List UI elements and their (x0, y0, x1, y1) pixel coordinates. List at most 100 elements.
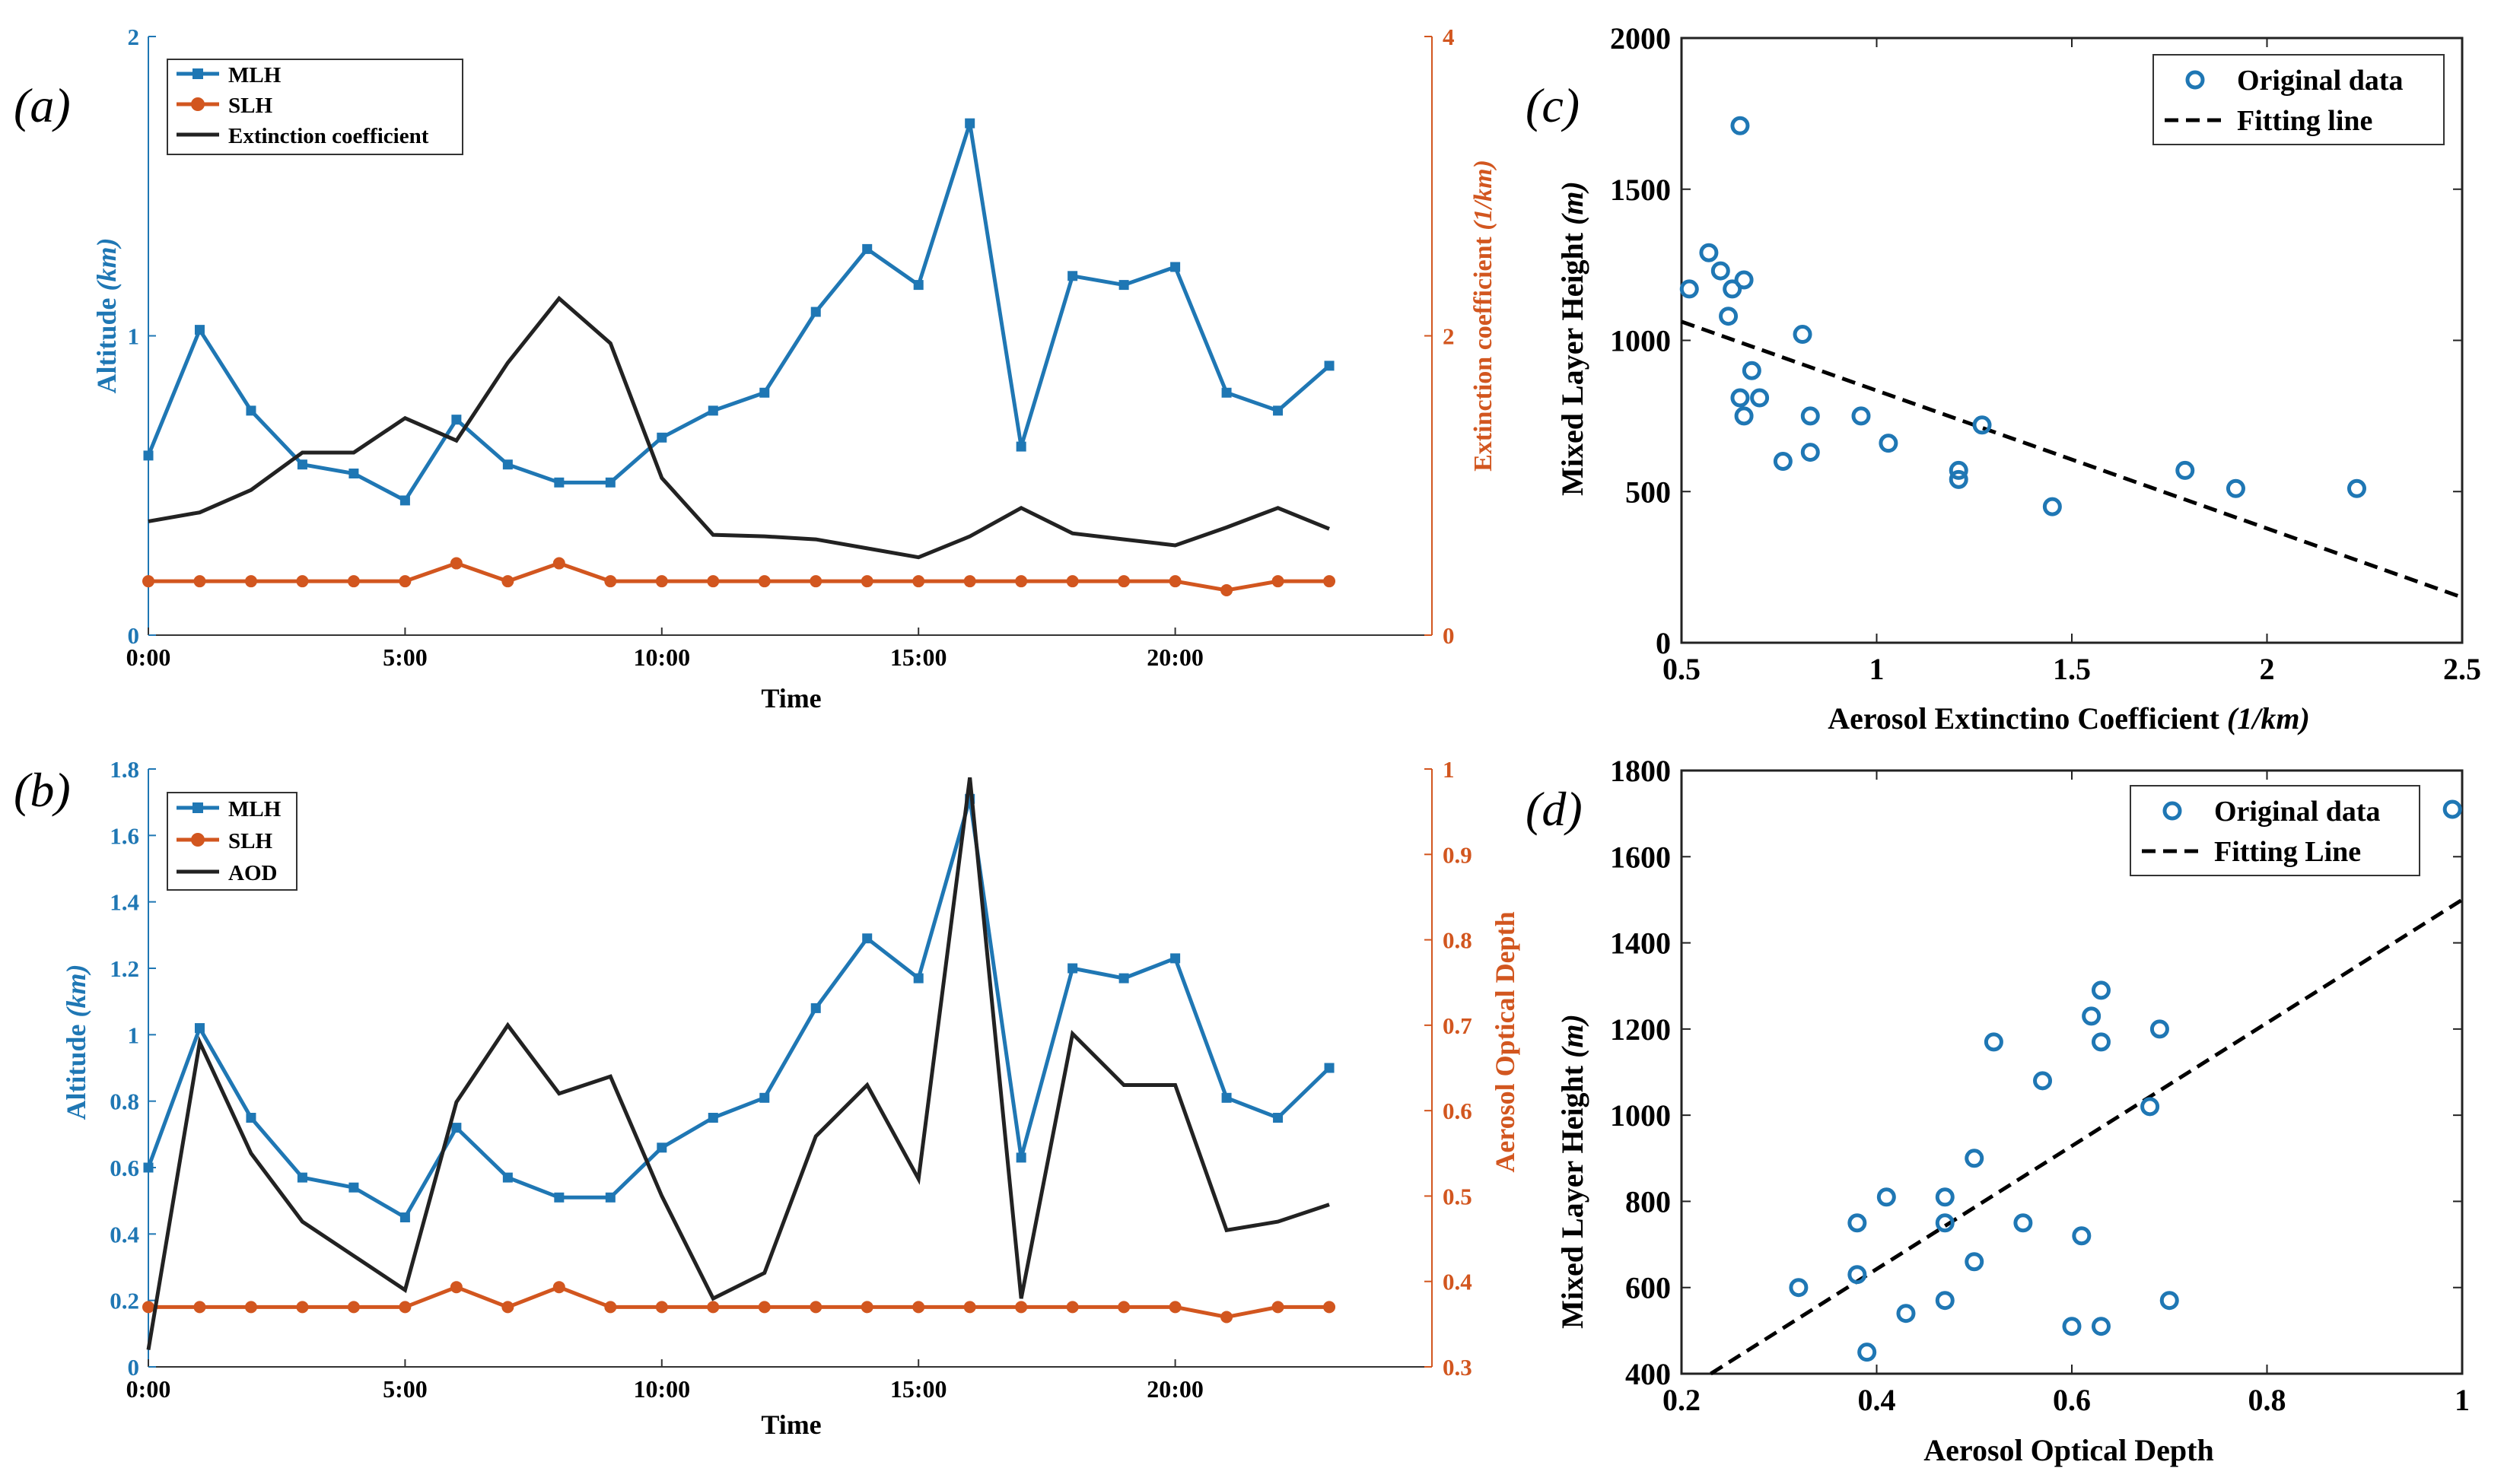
panel-b-slh-point (552, 1281, 565, 1294)
panel-a-slh-point (912, 575, 925, 588)
panel-c-legend-box (2152, 54, 2445, 145)
panel-a-slh-point (861, 575, 873, 588)
panel-d-data-point (1847, 1265, 1867, 1285)
panel-d-data-point (1847, 1213, 1867, 1233)
panel-b-mlh-line (146, 798, 1331, 1220)
panel-c-fitting-line (1681, 319, 2463, 599)
panel-d-data-point (1935, 1187, 1955, 1207)
panel-label-a: (a) (14, 78, 71, 132)
panel-a-plot (142, 118, 1336, 596)
panel-a-slh-point (1271, 575, 1284, 588)
panel-b-slh-point (193, 1301, 206, 1314)
panel-a-right-tick-label: 4 (1443, 24, 1455, 50)
panel-c-data-point (1793, 325, 1812, 345)
panel-b-mlh-point (297, 1172, 307, 1183)
panel-b-legend-mlh-label: MLH (228, 797, 282, 821)
panel-b-right-tick-label: 0.3 (1443, 1354, 1472, 1381)
panel-a-mlh-point (605, 477, 616, 488)
panel-d-legend-fit-label: Fitting Line (2214, 836, 2361, 868)
panel-a-slh-point (193, 575, 206, 588)
panel-b-mlh-point (502, 1172, 513, 1183)
panel-a-slh-point (552, 557, 565, 570)
panel-b-left-tick-label: 1.2 (110, 955, 139, 982)
panel-a-slh-point (758, 575, 771, 588)
panel-a-mlh-point (451, 415, 462, 425)
panel-c-data-point (1734, 270, 1754, 290)
panel-c-data-point (1949, 460, 1968, 480)
panel-c-y-tick-label: 500 (1625, 475, 1671, 509)
panel-a-mlh-point (1016, 441, 1026, 452)
panel-b-slh-point (963, 1301, 976, 1314)
panel-a-axes: 0:00 5:00 10:00 15:00 20:00 0 1 2 0 2 4 (126, 24, 1455, 671)
panel-a-mlh-point (502, 459, 513, 470)
panel-c-data-point (1972, 415, 1992, 435)
panel-c-x-tick-label: 1 (1869, 652, 1885, 686)
panel-b-mlh-point (1118, 973, 1129, 984)
panel-b-mlh-point (862, 933, 873, 944)
panel-a-mlh-point (1067, 271, 1078, 281)
panel-a-legend-mlh-label: MLH (228, 63, 282, 87)
panel-d-data-point (2091, 980, 2111, 1000)
panel-d-data-point (2033, 1071, 2053, 1091)
panel-b-left-tick-label: 0 (128, 1354, 140, 1381)
panel-c-axes: 0.5 1 1.5 2 2.5 0 500 1000 1500 2000 (1610, 21, 2481, 686)
panel-a-right-axis-label-unit: (1/km) (1469, 160, 1497, 230)
panel-a-mlh-line (146, 122, 1331, 504)
panel-c-x-axis-label-unit: (1/km) (2227, 701, 2310, 736)
panel-b-left-tick-label: 1 (128, 1022, 140, 1048)
panel-b-slh-point (758, 1301, 771, 1314)
panel-c-x-tick-label: 1.5 (2053, 652, 2091, 686)
panel-label-c: (c) (1526, 78, 1580, 132)
panel-a-slh-point (1323, 575, 1336, 588)
panel-d-legend-data-marker (2162, 801, 2182, 821)
panel-b-mlh-point (554, 1192, 565, 1203)
panel-d-data-point (1896, 1304, 1916, 1324)
panel-a-mlh-point (708, 405, 718, 416)
panel-c-y-axis-label: Mixed Layer Height (m) (1555, 181, 1589, 496)
panel-c-data-point (2347, 478, 2366, 498)
panel-a-mlh-point (246, 405, 256, 416)
panel-b-mlh-point (913, 973, 924, 984)
panel-c-legend-data-marker (2185, 70, 2205, 90)
panel-b-right-tick-label: 1 (1443, 756, 1455, 783)
panel-c-data-point (2226, 478, 2245, 498)
panel-a-mlh-point (399, 495, 410, 506)
panel-c-x-axis-label: Aerosol Extinctino Coefficient (1/km) (1828, 701, 2310, 736)
panel-b-slh-point (707, 1301, 720, 1314)
panel-c-data-point (1719, 307, 1739, 326)
panel-a-slh-point (810, 575, 822, 588)
panel-d-data-point (1789, 1278, 1809, 1298)
panel-b-legend-slh-label: SLH (228, 829, 272, 853)
panel-a-slh-point (244, 575, 257, 588)
panel-a-legend-mlh-marker (192, 68, 203, 79)
panel-a-slh-point (1118, 575, 1131, 588)
panel-c-data-point (2042, 497, 2062, 516)
panel-b-slh-point (501, 1301, 514, 1314)
panel-b-slh-point (142, 1301, 154, 1314)
panel-c-data-point (1730, 388, 1750, 408)
panel-b-mlh-point (194, 1023, 205, 1034)
panel-a-legend-slh-marker (191, 97, 205, 111)
panel-b-slh-point (450, 1281, 463, 1294)
panel-c-data-point (1851, 406, 1871, 426)
panel-a-legend-slh-label: SLH (228, 94, 272, 118)
panel-a-left-tick-label: 1 (128, 323, 140, 350)
panel-b-mlh-point (246, 1113, 256, 1123)
panel-c-data-point (1699, 243, 1719, 262)
panel-d-axes: 0.2 0.4 0.6 0.8 1400600800100012001400160018… (1610, 754, 2470, 1417)
panel-b-left-tick-label: 0.2 (110, 1288, 139, 1314)
panel-b-x-axis-label: Time (761, 1409, 821, 1440)
panel-b-aod-line (146, 777, 1330, 1350)
panel-c-y-tick-label: 0 (1656, 626, 1671, 660)
panel-d-data-point (2082, 1006, 2102, 1026)
panel-c-data-point (1949, 469, 1968, 489)
panel-b-plot (142, 777, 1336, 1350)
panel-b-slh-point (1169, 1301, 1182, 1314)
panel-c-data-point (1750, 388, 1770, 408)
panel-b-mlh-point (1324, 1063, 1335, 1073)
panel-a-mlh-point (810, 307, 821, 317)
panel-b-left-tick-label: 0.4 (110, 1221, 139, 1247)
panel-b-right-tick-label: 0.6 (1443, 1098, 1472, 1124)
panel-d-y-tick-label: 1800 (1610, 754, 1671, 788)
